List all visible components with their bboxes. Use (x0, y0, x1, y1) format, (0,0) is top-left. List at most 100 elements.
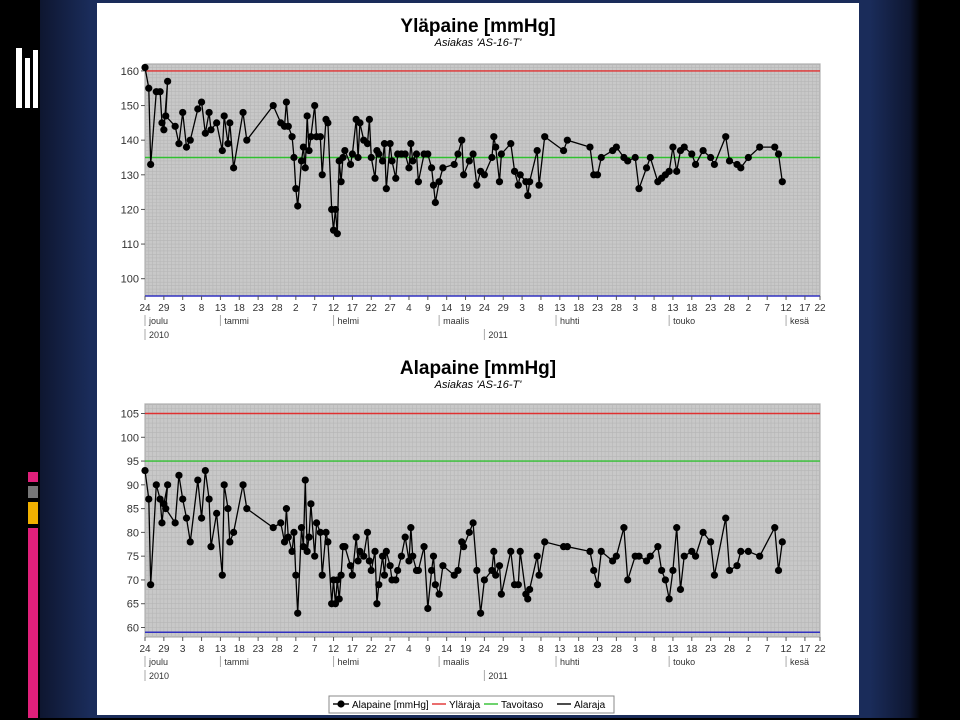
chart0-month-label: joulu (148, 316, 168, 326)
chart0-data-point (269, 101, 277, 110)
chart0-data-point (642, 164, 651, 172)
chart1-data-point (597, 547, 605, 556)
chart0-data-point (454, 150, 462, 158)
chart1-data-point (431, 581, 439, 589)
chart1-data-point (680, 552, 688, 560)
chart1-data-point (186, 538, 194, 546)
decor-pink-long (28, 528, 38, 718)
chart0-data-point (646, 153, 654, 162)
chart0-data-point (392, 174, 400, 182)
chart0-data-point (510, 167, 519, 175)
chart1-data-point (224, 505, 232, 513)
chart1-ytick-label: 75 (127, 551, 139, 563)
chart0-data-point (680, 143, 688, 151)
chart1-data-point (162, 505, 170, 513)
chart1-data-point (612, 552, 620, 560)
chart0-xtick-label: 12 (780, 303, 792, 314)
chart1-data-point (744, 547, 752, 556)
chart1-data-point (197, 514, 206, 522)
chart0-xtick-label: 22 (814, 303, 826, 314)
chart1-ytick-label: 105 (121, 409, 139, 421)
decor-pink (28, 472, 38, 482)
chart0-data-point (318, 171, 326, 179)
chart1-data-point (164, 481, 172, 489)
chart1-data-point (495, 562, 504, 570)
chart0-xtick-label: 13 (667, 303, 679, 314)
chart1-xtick-label: 17 (347, 644, 359, 655)
chart1-data-point (239, 481, 247, 489)
chart1-xtick-label: 28 (271, 644, 283, 655)
chart0-data-point (722, 133, 730, 141)
chart1-data-point (158, 519, 166, 527)
chart1-data-point (516, 547, 524, 556)
chart0-data-point (145, 84, 153, 92)
chart1-data-point (469, 519, 477, 527)
chart0-xtick-label: 28 (271, 303, 283, 314)
chart1-data-point (147, 581, 155, 589)
chart1-ytick-label: 90 (127, 480, 139, 492)
chart0-data-point (299, 143, 307, 151)
chart1-data-point (348, 571, 357, 579)
chart0-data-point (497, 150, 505, 158)
chart0-data-point (429, 181, 438, 189)
chart1-ytick-label: 85 (127, 504, 139, 516)
chart0-xtick-label: 7 (312, 303, 318, 314)
chart0-xtick-label: 29 (158, 303, 170, 314)
chart0-data-point (559, 146, 568, 155)
chart0-data-point (201, 129, 209, 137)
chart0-xtick-label: 3 (180, 303, 186, 314)
chart1-data-point (477, 609, 485, 617)
chart1-data-point (563, 543, 571, 551)
chart1-xtick-label: 23 (253, 644, 265, 655)
chart1-data-point (152, 481, 160, 489)
chart0-data-point (427, 164, 436, 172)
chart0-data-point (339, 153, 347, 162)
chart1-data-point (465, 528, 473, 536)
chart-diastolic: Alapaine [mmHg]Asiakas 'AS-16-T'60657075… (121, 358, 826, 714)
chart0-data-point (691, 160, 700, 169)
chart1-xtick-label: 4 (406, 644, 412, 655)
chart1-xtick-label: 22 (366, 644, 378, 655)
chart1-xtick-label: 2 (746, 644, 752, 655)
chart1-data-point (226, 538, 234, 546)
chart0-year-label: 2010 (149, 330, 169, 340)
chart0-data-point (597, 153, 605, 162)
chart1-xtick-label: 19 (460, 644, 472, 655)
chart1-data-point (218, 571, 226, 579)
chart1-data-point (363, 528, 372, 536)
chart0-ytick-label: 120 (121, 204, 139, 216)
chart1-xtick-label: 3 (519, 644, 525, 655)
chart0-ytick-label: 100 (121, 274, 139, 286)
chart1-data-point (414, 566, 422, 575)
chart1-data-point (382, 547, 390, 556)
chart1-data-point (722, 514, 730, 522)
chart0-data-point (407, 140, 415, 148)
chart1-xtick-label: 28 (724, 644, 736, 655)
chart0-data-point (435, 178, 443, 186)
chart1-xtick-label: 27 (385, 644, 397, 655)
chart0-data-point (495, 178, 504, 186)
chart0-data-point (316, 133, 324, 141)
decor-stripes (16, 48, 38, 108)
chart1-data-point (307, 500, 315, 508)
chart1-data-point (171, 519, 179, 527)
chart0-xtick-label: 8 (199, 303, 205, 314)
chart0-data-point (375, 150, 383, 158)
chart0-ytick-label: 140 (121, 135, 139, 147)
chart0-data-point (563, 136, 571, 144)
chart1-data-point (699, 528, 707, 536)
chart0-data-point (175, 140, 183, 148)
chart0-data-point (710, 160, 719, 169)
chart1-data-point (586, 547, 594, 556)
chart1-xtick-label: 8 (538, 644, 544, 655)
chart0-data-point (331, 205, 340, 214)
chart0-xtick-label: 9 (425, 303, 431, 314)
chart0-data-point (673, 167, 681, 175)
chart1-data-point (341, 543, 349, 551)
chart0-data-point (182, 143, 191, 151)
chart0-data-point (771, 143, 779, 151)
chart0-data-point (205, 108, 213, 117)
chart1-xtick-label: 24 (479, 644, 491, 655)
chart1-data-point (220, 481, 228, 489)
chart0-xtick-label: 24 (479, 303, 491, 314)
